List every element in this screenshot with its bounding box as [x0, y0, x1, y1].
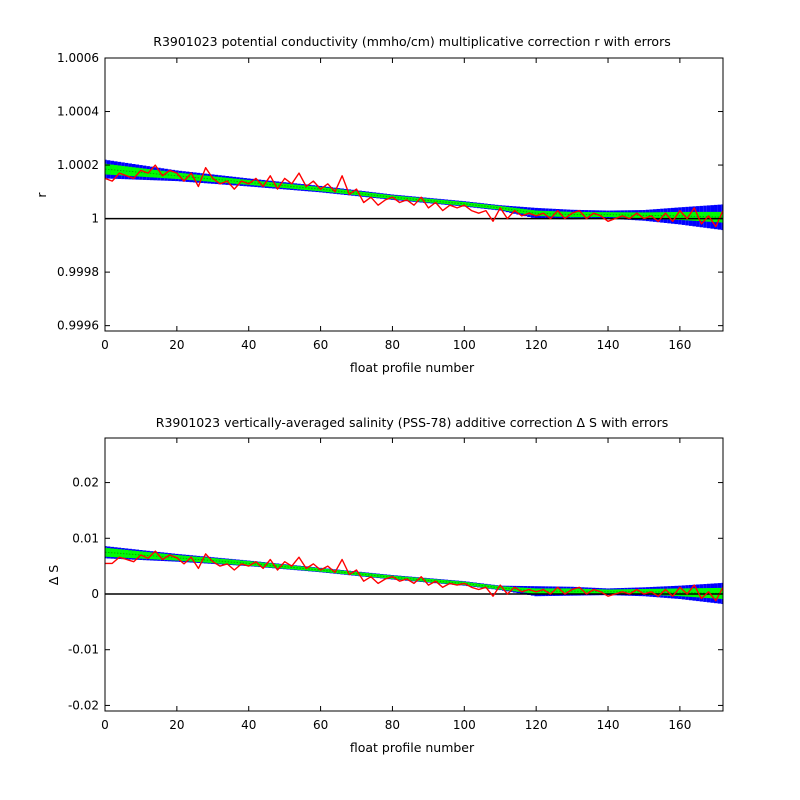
top-chart-axes-frame	[104, 57, 724, 332]
bottom-chart-title: R3901023 vertically-averaged salinity (P…	[156, 415, 668, 430]
bottom-chart-x-axis: 0 20 40 60 80 100 120 140 160	[101, 438, 691, 732]
top-chart-ylabel: r	[34, 192, 49, 198]
bottom-chart-y-tick-label: -0.02	[68, 698, 99, 712]
bottom-chart-x-tick-label: 100	[453, 718, 476, 732]
top-chart-fit-line	[105, 168, 723, 218]
bottom-chart-plot-area: 0 20 40 60 80 100 120 140 160 -0.02 -0.01 0 0.01 0.02	[68, 437, 724, 732]
top-chart-x-tick-label: 160	[668, 338, 691, 352]
top-chart-y-tick-label: 0.9998	[57, 265, 99, 279]
top-chart-y-axis: 0.9996 0.9998 1 1.0002 1.0004 1.0006	[57, 51, 723, 333]
top-chart-y-tick-label: 1.0006	[57, 51, 99, 65]
bottom-chart-y-tick-label: -0.01	[68, 643, 99, 657]
bottom-chart-x-tick-label: 40	[241, 718, 256, 732]
bottom-chart-x-tick-label: 140	[597, 718, 620, 732]
top-chart-y-tick-label: 0.9996	[57, 319, 99, 333]
top-chart-profile-line	[105, 164, 723, 228]
top-chart-y-tick-label: 1.0002	[57, 158, 99, 172]
bottom-chart-x-tick-label: 60	[313, 718, 328, 732]
top-chart-plot-area: 0 20 40 60 80 100 120 140 160 0.9996 0.9998 1 1.0002…	[57, 51, 724, 352]
top-chart-x-tick-label: 120	[525, 338, 548, 352]
top-chart-x-tick-label: 0	[101, 338, 109, 352]
top-chart-r-correction: R3901023 potential conductivity (mmho/cm…	[34, 34, 724, 375]
bottom-chart-axes-frame	[104, 437, 724, 712]
bottom-chart-y-tick-label: 0	[91, 587, 99, 601]
bottom-chart-x-tick-label: 160	[668, 718, 691, 732]
top-chart-x-tick-label: 100	[453, 338, 476, 352]
top-chart-x-tick-label: 60	[313, 338, 328, 352]
bottom-chart-y-axis: -0.02 -0.01 0 0.01 0.02	[68, 476, 723, 712]
bottom-chart-x-tick-label: 120	[525, 718, 548, 732]
top-chart-x-tick-label: 140	[597, 338, 620, 352]
top-chart-x-tick-label: 40	[241, 338, 256, 352]
bottom-chart-salinity-correction: R3901023 vertically-averaged salinity (P…	[46, 415, 724, 755]
top-chart-x-tick-label: 80	[385, 338, 400, 352]
bottom-chart-x-tick-label: 0	[101, 718, 109, 732]
bottom-chart-y-tick-label: 0.02	[72, 476, 99, 490]
bottom-chart-profile-line	[105, 550, 723, 602]
bottom-chart-fit-line	[105, 551, 723, 594]
top-chart-x-tick-label: 20	[169, 338, 184, 352]
top-chart-y-tick-label: 1	[91, 212, 99, 226]
bottom-chart-xlabel: float profile number	[350, 740, 475, 755]
top-chart-xlabel: float profile number	[350, 360, 475, 375]
top-chart-x-axis: 0 20 40 60 80 100 120 140 160	[101, 58, 691, 352]
bottom-chart-x-tick-label: 80	[385, 718, 400, 732]
bottom-chart-ylabel: Δ S	[46, 565, 61, 586]
top-chart-title: R3901023 potential conductivity (mmho/cm…	[153, 34, 670, 49]
bottom-chart-y-tick-label: 0.01	[72, 531, 99, 545]
top-chart-y-tick-label: 1.0004	[57, 105, 99, 119]
bottom-chart-x-tick-label: 20	[169, 718, 184, 732]
